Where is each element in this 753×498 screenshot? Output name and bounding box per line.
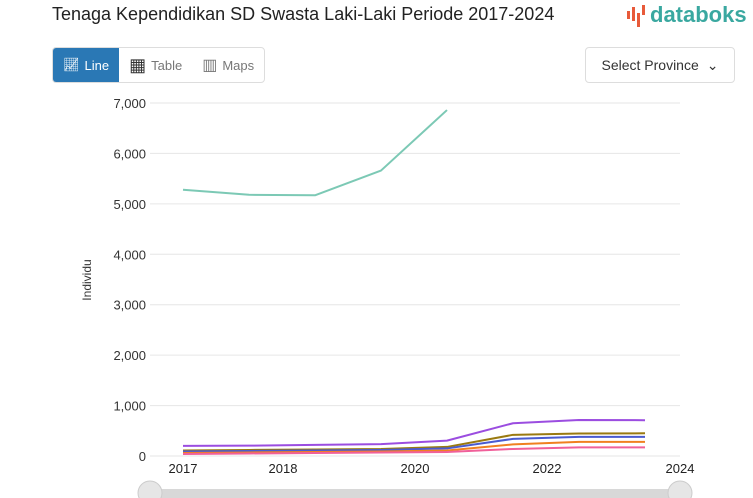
x-tick-label: 2024: [666, 461, 695, 476]
chart-title: Tenaga Kependidikan SD Swasta Laki-Laki …: [52, 4, 555, 24]
databoks-logo: databoks: [626, 2, 747, 28]
province-select-label: Select Province: [601, 57, 699, 73]
x-tick-label: 2018: [269, 461, 298, 476]
y-tick-label: 5,000: [113, 197, 146, 212]
tab-table[interactable]: ▦ Table: [119, 48, 192, 82]
map-icon: ▥: [202, 57, 218, 74]
tab-label: Line: [84, 57, 110, 73]
y-tick-label: 0: [139, 449, 146, 464]
x-tick-label: 2020: [401, 461, 430, 476]
x-tick-label: 2017: [169, 461, 198, 476]
province-select[interactable]: Select Province ⌄: [585, 47, 735, 83]
series-line-2: [182, 432, 646, 452]
y-tick-label: 1,000: [113, 399, 146, 414]
logo-bars-icon: [627, 5, 645, 27]
range-slider-handle-right[interactable]: [667, 480, 693, 498]
range-slider-track[interactable]: [150, 489, 680, 498]
series-line-4: [182, 440, 645, 454]
series-line-5: [182, 446, 645, 455]
series-line-3: [182, 435, 645, 453]
line-chart-icon: 📈︎: [63, 57, 80, 72]
y-tick-label: 7,000: [113, 96, 146, 111]
tab-label: Maps: [222, 57, 255, 73]
tab-line[interactable]: 📈︎ Line: [53, 48, 120, 82]
tab-maps[interactable]: ▥ Maps: [192, 48, 264, 82]
tab-label: Table: [151, 57, 183, 73]
y-tick-label: 3,000: [113, 298, 146, 313]
y-tick-label: 6,000: [113, 146, 146, 161]
view-tabs: 📈︎ Line ▦ Table ▥ Maps: [52, 47, 266, 83]
y-tick-label: 2,000: [113, 348, 146, 363]
range-slider-handle-left[interactable]: [137, 480, 163, 498]
series-line-0: [182, 109, 448, 197]
series-line-1: [182, 418, 646, 447]
logo-text: databoks: [650, 2, 747, 27]
x-tick-label: 2022: [533, 461, 562, 476]
table-icon: ▦: [129, 54, 147, 75]
chevron-down-icon: ⌄: [706, 56, 719, 73]
y-axis-label: Individu: [80, 259, 94, 300]
y-tick-label: 4,000: [113, 247, 146, 262]
